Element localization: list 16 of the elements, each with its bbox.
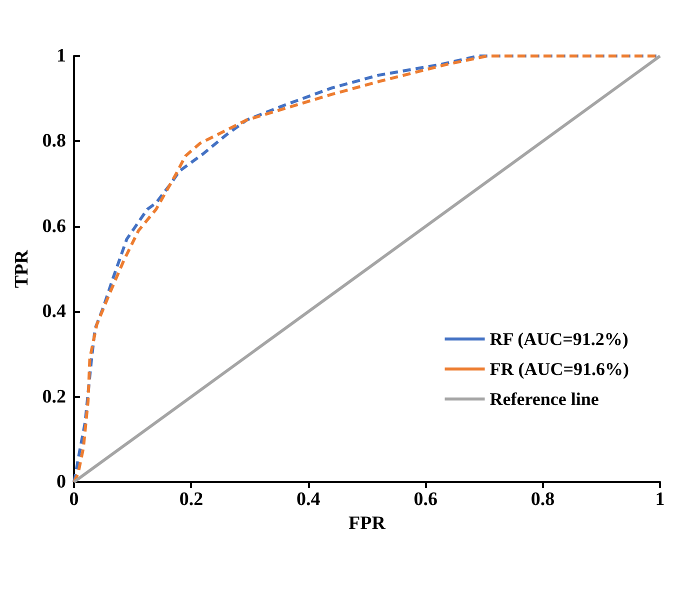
legend-label: RF (AUC=91.2%) <box>490 329 628 349</box>
y-axis-title: TPR <box>11 250 32 288</box>
x-tick-label: 0.4 <box>296 489 321 510</box>
x-tick-label: 1 <box>655 489 665 510</box>
y-tick-label: 0.6 <box>42 216 66 237</box>
legend-label: Reference line <box>490 389 599 409</box>
y-tick-label: 0.8 <box>42 130 66 152</box>
y-tick-label: 1 <box>56 46 66 66</box>
x-tick-label: 0.6 <box>414 489 438 510</box>
x-tick-label: 0.8 <box>530 489 555 510</box>
y-tick-label: 0.4 <box>42 301 66 322</box>
y-tick-label: 0.2 <box>42 386 66 408</box>
y-tick-label: 0 <box>56 472 66 492</box>
x-tick-label: 0.2 <box>179 489 204 510</box>
x-axis-title: FPR <box>348 513 386 534</box>
legend-label: FR (AUC=91.6%) <box>490 359 630 379</box>
